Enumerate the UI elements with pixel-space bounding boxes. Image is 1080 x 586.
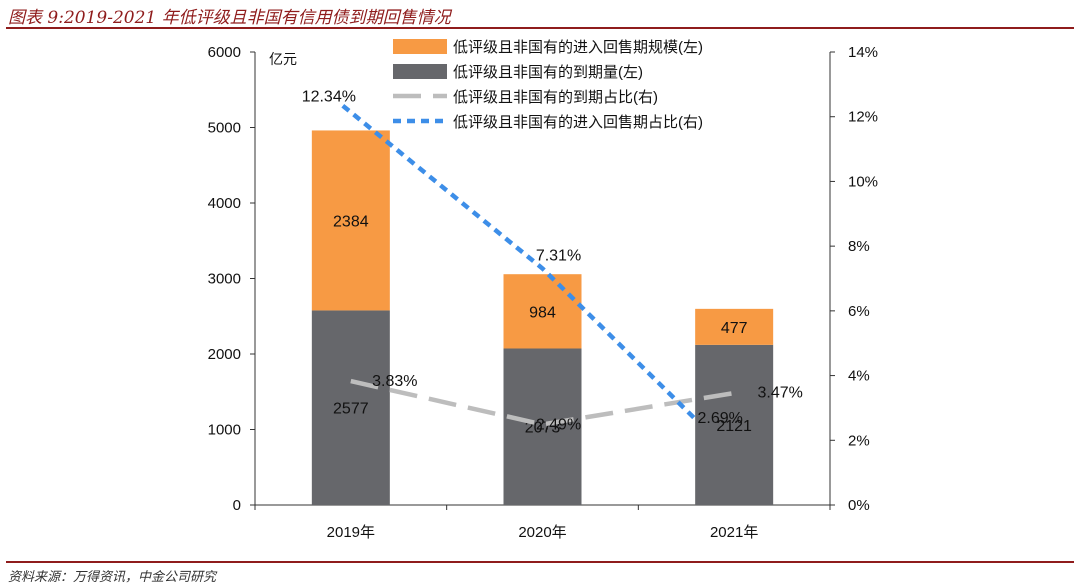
line-value-label: 7.31% bbox=[536, 247, 581, 264]
chart-title: 图表 9:2019-2021 年低评级且非国有信用债到期回售情况 bbox=[8, 8, 451, 28]
bar-segment bbox=[695, 308, 774, 345]
x-category-label: 2021年 bbox=[710, 524, 758, 541]
x-category-label: 2019年 bbox=[327, 524, 375, 541]
right-tick-label: 2% bbox=[848, 432, 870, 449]
legend-swatch bbox=[393, 39, 447, 54]
bar-segment bbox=[311, 310, 390, 505]
left-tick-label: 2000 bbox=[208, 346, 241, 363]
right-tick-label: 0% bbox=[848, 497, 870, 514]
bar-value-label: 2384 bbox=[333, 213, 369, 230]
x-category-label: 2020年 bbox=[518, 524, 566, 541]
bar-segment bbox=[503, 274, 582, 349]
legend-label: 低评级且非国有的到期占比(右) bbox=[453, 89, 658, 106]
right-tick-label: 4% bbox=[848, 368, 870, 385]
bar-value-label: 2577 bbox=[333, 401, 369, 418]
bar-value-label: 2121 bbox=[716, 418, 752, 435]
line-value-label: 3.83% bbox=[372, 373, 417, 390]
bar-segment bbox=[311, 130, 390, 311]
left-tick-label: 5000 bbox=[208, 120, 241, 137]
title-rule bbox=[6, 27, 1074, 29]
right-tick-label: 12% bbox=[848, 109, 878, 126]
legend-label: 低评级且非国有的进入回售期规模(左) bbox=[453, 39, 703, 56]
source-note: 资料来源：万得资讯，中金公司研究 bbox=[8, 570, 217, 585]
legend-label: 低评级且非国有的到期量(左) bbox=[453, 64, 643, 81]
line-value-label: 12.34% bbox=[302, 89, 356, 106]
bar-segment bbox=[503, 348, 582, 505]
left-tick-label: 3000 bbox=[208, 271, 241, 288]
legend-label: 低评级且非国有的进入回售期占比(右) bbox=[453, 114, 703, 131]
footer-rule bbox=[6, 561, 1074, 563]
left-tick-label: 6000 bbox=[208, 44, 241, 61]
bar-value-label: 984 bbox=[529, 304, 556, 321]
line-value-label: 3.47% bbox=[757, 385, 802, 402]
line-value-label: 2.49% bbox=[536, 416, 581, 433]
right-tick-label: 10% bbox=[848, 173, 878, 190]
right-tick-label: 14% bbox=[848, 44, 878, 61]
left-tick-label: 0 bbox=[233, 497, 241, 514]
left-axis-unit-label: 亿元 bbox=[269, 51, 297, 67]
left-tick-label: 4000 bbox=[208, 195, 241, 212]
line-value-label: 2.69% bbox=[697, 410, 742, 427]
right-tick-label: 6% bbox=[848, 303, 870, 320]
bar-value-label: 477 bbox=[721, 320, 748, 337]
legend-swatch bbox=[393, 64, 447, 79]
series-line bbox=[341, 103, 696, 420]
right-tick-label: 8% bbox=[848, 238, 870, 255]
series-line bbox=[350, 378, 737, 427]
left-tick-label: 1000 bbox=[208, 422, 241, 439]
bar-segment bbox=[695, 344, 774, 505]
